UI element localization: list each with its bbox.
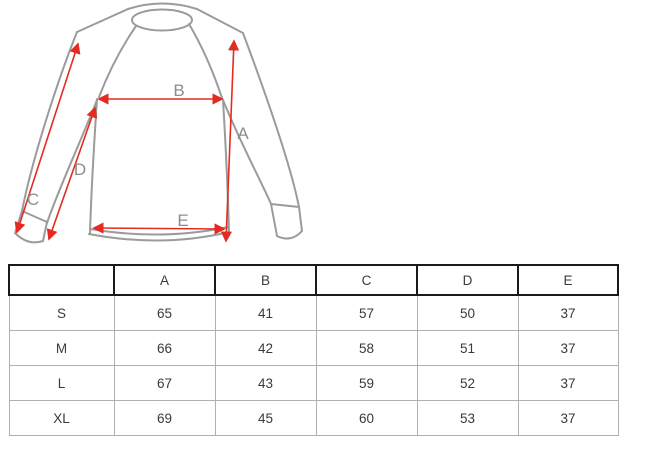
shirt-measurement-diagram: B A D C E <box>14 2 303 244</box>
table-row-m: M 66 42 58 51 37 <box>8 330 619 366</box>
body-right-seam <box>222 99 230 232</box>
table-row-l: L 67 43 59 52 37 <box>8 365 619 401</box>
table-cell: 37 <box>517 365 619 401</box>
header-cell-d: D <box>416 264 519 296</box>
measurement-label-c: C <box>27 190 39 209</box>
table-cell: 41 <box>214 294 317 331</box>
right-raglan-seam <box>188 23 223 99</box>
collar-outer-line <box>127 2 198 10</box>
measurement-arrow-e <box>92 222 226 235</box>
right-cuff <box>270 203 303 240</box>
measurement-arrow-a <box>220 39 240 243</box>
hem-lower-line <box>88 231 230 242</box>
table-cell: 57 <box>315 294 418 331</box>
table-row-s: S 65 41 57 50 37 <box>8 294 619 331</box>
right-shoulder-line <box>196 8 244 34</box>
measurement-label-b: B <box>173 81 184 100</box>
left-cuff <box>14 210 48 244</box>
table-cell: 52 <box>416 365 519 401</box>
table-cell: 58 <box>315 330 418 366</box>
table-row-xl: XL 69 45 60 53 37 <box>8 400 619 436</box>
measurement-label-a: A <box>237 124 249 143</box>
measurement-arrow-d <box>46 106 98 241</box>
table-cell: 51 <box>416 330 519 366</box>
size-table-header-row: A B C D E <box>8 264 619 296</box>
table-cell: 37 <box>517 400 619 436</box>
table-cell: 43 <box>214 365 317 401</box>
measurement-arrows <box>14 39 240 243</box>
header-cell-b: B <box>214 264 317 296</box>
size-label: L <box>8 365 115 401</box>
table-cell: 65 <box>113 294 216 331</box>
shirt-outline <box>14 2 303 244</box>
header-cell-e: E <box>517 264 619 296</box>
left-raglan-seam <box>98 25 137 98</box>
size-label: S <box>8 294 115 331</box>
neck-opening <box>131 8 193 32</box>
table-cell: 60 <box>315 400 418 436</box>
size-label: XL <box>8 400 115 436</box>
size-table: A B C D E S 65 41 57 50 37 M 66 42 58 51 <box>8 264 619 436</box>
size-label: M <box>8 330 115 366</box>
table-cell: 69 <box>113 400 216 436</box>
header-cell-a: A <box>113 264 216 296</box>
header-cell-c: C <box>315 264 418 296</box>
table-cell: 66 <box>113 330 216 366</box>
table-cell: 67 <box>113 365 216 401</box>
table-cell: 37 <box>517 330 619 366</box>
table-cell: 50 <box>416 294 519 331</box>
table-cell: 42 <box>214 330 317 366</box>
header-cell-size <box>8 264 115 296</box>
table-cell: 53 <box>416 400 519 436</box>
table-cell: 59 <box>315 365 418 401</box>
table-cell: 45 <box>214 400 317 436</box>
measurement-label-d: D <box>74 160 86 179</box>
right-sleeve-outer <box>242 32 300 208</box>
left-shoulder-line <box>76 8 129 33</box>
measurement-label-e: E <box>177 211 188 230</box>
table-cell: 37 <box>517 294 619 331</box>
